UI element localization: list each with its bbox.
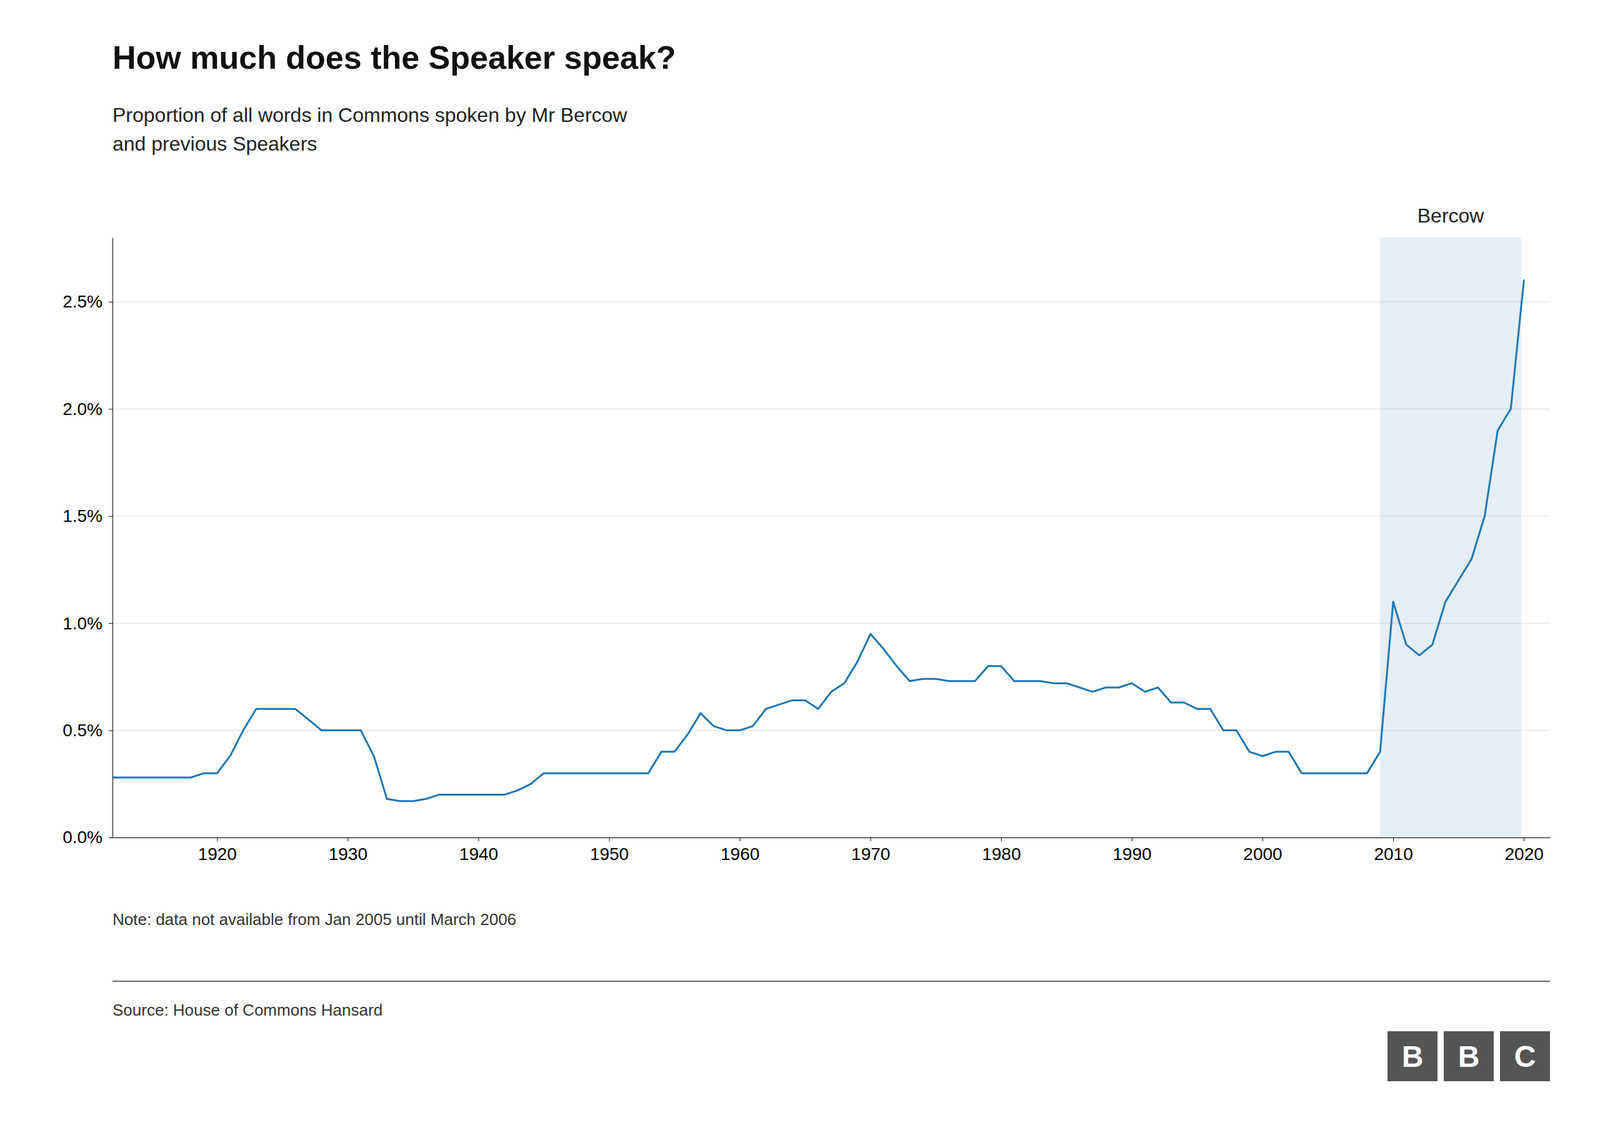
x-tick: 1990 — [1112, 837, 1152, 864]
title: How much does the Speaker speak? — [112, 39, 677, 76]
subtitle: Proportion of all words in Commons spoke… — [112, 103, 628, 155]
grid-line — [112, 408, 1550, 410]
grid-line — [112, 301, 1550, 302]
y-axis-line — [112, 238, 114, 839]
logo-letter: C — [1514, 1040, 1537, 1074]
x-axis: 1920 1930 1940 1950 1960 1970 1980 1990 2000 2010… — [113, 837, 1551, 864]
logo-box — [1387, 1031, 1438, 1082]
highlight-span — [1380, 237, 1522, 838]
x-tick-label: 1940 — [459, 844, 499, 864]
x-tick-label: 1930 — [328, 844, 368, 864]
y-tick-label: 2.5% — [62, 291, 103, 312]
grid-line — [112, 837, 1550, 839]
plot-area — [112, 237, 1524, 838]
x-tick-mark — [1393, 837, 1394, 842]
y-tick-mark — [108, 408, 113, 410]
x-tick: 2000 — [1243, 837, 1282, 864]
x-tick: 1930 — [328, 837, 368, 864]
y-tick-label: 1.0% — [62, 613, 103, 634]
x-tick-label: 1960 — [720, 844, 760, 864]
logo: BBC — [1387, 1031, 1550, 1082]
x-tick-mark — [1262, 837, 1264, 842]
y-tick: 1.5% — [62, 506, 113, 526]
x-tick: 1950 — [590, 837, 629, 864]
line — [112, 280, 1524, 802]
x-tick-mark — [216, 837, 218, 842]
y-tick: 2.5% — [62, 291, 113, 312]
x-tick: 2010 — [1373, 837, 1413, 864]
x-tick: 1940 — [459, 837, 499, 864]
y-tick: 0.5% — [62, 720, 113, 740]
x-axis-line — [113, 837, 1551, 839]
grid-line — [112, 623, 1550, 624]
chart: How much does the Speaker speak? Proporti… — [0, 0, 1600, 1125]
grid-line — [112, 515, 1550, 517]
y-tick: 0.0% — [62, 827, 113, 847]
y-tick-label: 2.0% — [62, 399, 103, 419]
annotation: Bercow — [1417, 204, 1485, 227]
x-tick-label: 1950 — [590, 844, 629, 864]
y-tick: 1.0% — [62, 613, 113, 634]
x-tick-label: 1990 — [1112, 844, 1152, 864]
logo-box — [1500, 1031, 1550, 1082]
source: Source: House of Commons Hansard — [112, 1000, 383, 1020]
x-tick-mark — [478, 837, 479, 842]
y-axis: 0.0% 0.5% 1.0% 1.5% 2.0% 2.5% — [62, 238, 113, 848]
x-tick-mark — [1523, 837, 1525, 842]
y-tick-label: 0.0% — [62, 827, 103, 847]
note: Note: data not available from Jan 2005 u… — [112, 910, 517, 929]
y-tick-mark — [108, 623, 113, 624]
x-tick-mark — [609, 837, 610, 842]
logo-letter: B — [1458, 1040, 1480, 1074]
y-tick-mark — [108, 730, 113, 732]
x-tick-label: 1920 — [198, 844, 237, 864]
y-tick: 2.0% — [62, 399, 113, 419]
grid — [112, 301, 1550, 838]
separator — [112, 980, 1550, 982]
y-tick-mark — [108, 301, 113, 303]
y-tick-label: 0.5% — [62, 720, 103, 740]
x-tick-mark — [1131, 837, 1133, 842]
y-tick-mark — [108, 516, 113, 517]
x-tick-label: 1980 — [981, 844, 1021, 864]
x-tick-label: 2000 — [1243, 844, 1282, 864]
x-tick: 1970 — [851, 837, 890, 864]
x-tick-label: 1970 — [851, 844, 890, 864]
x-tick: 1920 — [198, 837, 237, 864]
x-tick-mark — [870, 837, 872, 842]
x-tick-mark — [1001, 837, 1002, 842]
logo-box — [1443, 1031, 1494, 1082]
x-tick-mark — [347, 837, 349, 842]
y-tick-label: 1.5% — [62, 506, 103, 526]
logo-letter: B — [1401, 1040, 1424, 1074]
x-tick: 2020 — [1505, 837, 1544, 864]
x-tick: 1980 — [981, 837, 1021, 864]
x-tick: 1960 — [720, 837, 760, 864]
y-tick-mark — [108, 837, 113, 839]
x-tick-label: 2010 — [1373, 844, 1413, 864]
x-tick-mark — [740, 837, 741, 842]
x-tick-label: 2020 — [1505, 844, 1544, 864]
